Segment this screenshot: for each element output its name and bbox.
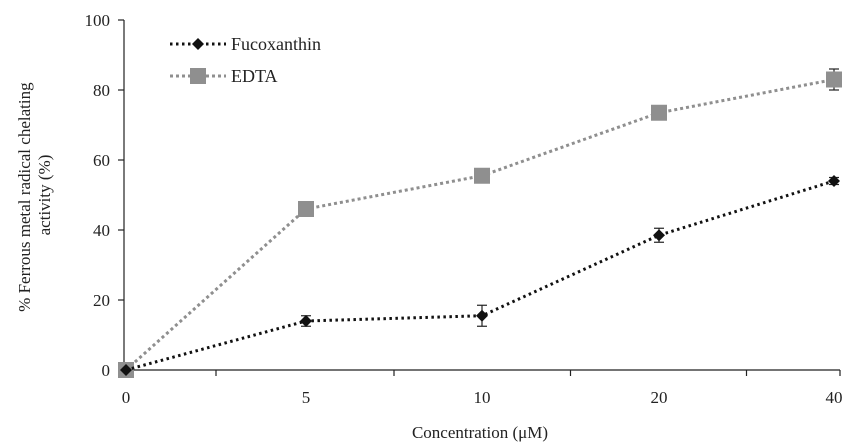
y-tick-label: 60 (93, 151, 110, 170)
x-tick-label: 10 (474, 388, 491, 407)
y-tick-label: 20 (93, 291, 110, 310)
data-point-edta (298, 201, 314, 217)
legend-label: EDTA (231, 66, 278, 86)
data-point-fucoxanthin (120, 364, 132, 376)
legend-label: Fucoxanthin (231, 34, 321, 54)
data-point-fucoxanthin (653, 229, 665, 242)
legend: Fucoxanthin EDTA (170, 34, 321, 86)
data-point-fucoxanthin (828, 175, 840, 187)
y-axis-label-line-1: % Ferrous metal radical chelating (15, 82, 34, 312)
y-axis-label-line-2: activity (%) (35, 155, 54, 236)
y-tick-label: 0 (102, 361, 111, 380)
legend-marker-diamond (192, 38, 204, 50)
y-tick-label: 80 (93, 81, 110, 100)
data-point-edta (826, 71, 842, 88)
y-ticks: 0 20 40 60 80 100 (85, 11, 124, 380)
series-line-fucoxanthin (125, 179, 835, 372)
series-layer (118, 68, 842, 378)
x-tick-label: 40 (826, 388, 843, 407)
data-point-edta (651, 104, 667, 121)
data-point-fucoxanthin (300, 315, 312, 327)
y-axis-label: % Ferrous metal radical chelating activi… (15, 78, 54, 312)
legend-marker-square (190, 68, 206, 84)
x-axis-label: Concentration (μM) (412, 423, 548, 442)
x-tick-label: 0 (122, 388, 131, 407)
data-point-fucoxanthin (476, 309, 488, 322)
x-tick-label: 5 (302, 388, 311, 407)
y-tick-label: 100 (85, 11, 111, 30)
axes (123, 20, 840, 371)
data-point-edta (474, 167, 490, 184)
y-tick-label: 40 (93, 221, 110, 240)
x-tick-label: 20 (651, 388, 668, 407)
x-ticks: 0 5 10 20 40 (122, 370, 843, 407)
